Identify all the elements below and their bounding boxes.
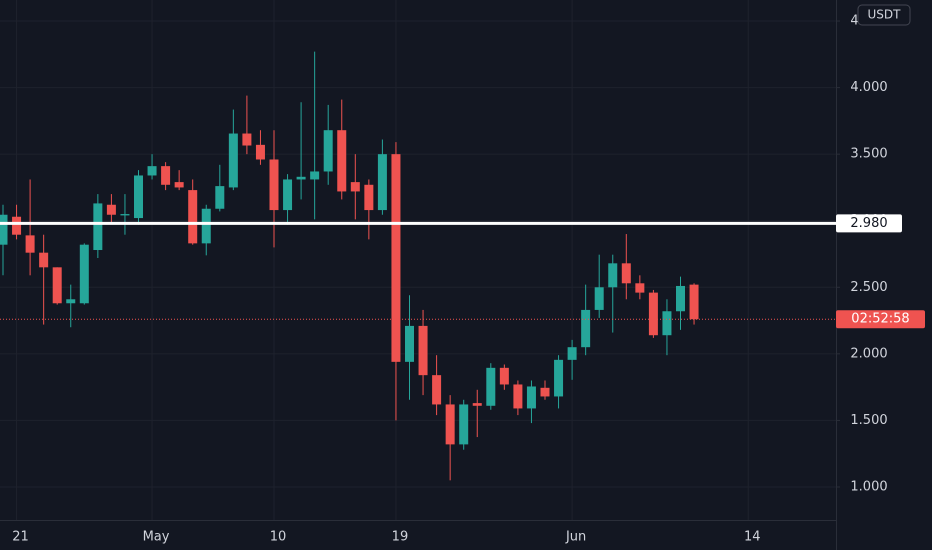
candle-body — [337, 130, 347, 192]
candle-body — [269, 159, 279, 211]
candle-body — [581, 309, 591, 348]
horizontal-line-badge — [836, 214, 902, 233]
candle-body — [25, 235, 35, 253]
x-tick-label: 10 — [270, 530, 287, 545]
candle-body — [134, 175, 143, 219]
candle-body — [486, 367, 496, 406]
candle-body — [93, 203, 103, 251]
candle-body — [608, 263, 618, 288]
candle-body — [472, 403, 482, 406]
candle-body — [377, 154, 387, 211]
candle-body — [0, 214, 8, 245]
candle-body — [296, 176, 306, 180]
currency-label: USDT — [868, 8, 902, 22]
y-tick-label: 2.500 — [850, 280, 887, 295]
candle-body — [310, 171, 320, 180]
y-tick-label: 1.000 — [850, 479, 887, 494]
candle-body — [147, 166, 157, 176]
candle-body — [594, 287, 604, 310]
candle-body — [66, 299, 76, 304]
candle-body — [445, 404, 455, 445]
candle-body — [540, 387, 550, 397]
candle-body — [405, 325, 414, 362]
candle-body — [323, 130, 333, 172]
candle-body — [106, 204, 116, 215]
horizontal-line-label: 2.980 — [850, 216, 887, 231]
price-line-label: 02:52:58 — [851, 312, 909, 327]
candle-body — [418, 325, 428, 376]
candle-body — [554, 359, 564, 397]
candle-body — [621, 263, 631, 284]
candle-body — [459, 404, 469, 445]
x-tick-label: May — [143, 530, 170, 545]
candle-body — [201, 208, 211, 244]
candle-body — [567, 347, 577, 360]
candle-body — [39, 252, 49, 268]
candle-body — [635, 283, 645, 293]
y-tick-label: 2.000 — [850, 346, 887, 361]
candle-body — [648, 292, 658, 336]
candle-body — [350, 182, 360, 192]
time-axis-bg — [0, 520, 836, 550]
currency-badge — [857, 4, 911, 26]
price-axis-bg — [836, 0, 932, 550]
price-line-badge — [836, 310, 925, 329]
x-tick-label: 19 — [392, 530, 409, 545]
candle-body — [255, 144, 265, 160]
y-tick-label: 4.000 — [850, 80, 887, 95]
candle-body — [161, 166, 171, 185]
candle-body — [52, 267, 62, 304]
candle-body — [499, 367, 509, 385]
candle-body — [174, 182, 184, 188]
candle-body — [188, 190, 198, 244]
candle-body — [12, 216, 22, 235]
candle-body — [526, 386, 536, 409]
candle-body — [364, 184, 374, 211]
candle-body — [676, 285, 685, 312]
candle-body — [662, 311, 672, 336]
y-tick-label: 1.500 — [850, 413, 887, 428]
candle-body — [79, 244, 89, 304]
y-tick-label: 3.500 — [850, 147, 887, 162]
candle-body — [689, 284, 699, 320]
candle-body — [215, 186, 225, 209]
x-tick-label: Jun — [565, 530, 586, 545]
candle-body — [513, 384, 523, 409]
x-tick-label: 14 — [744, 530, 761, 545]
candle-body — [228, 133, 238, 188]
candle-body — [391, 154, 401, 362]
candle-body — [120, 214, 130, 216]
candle-body — [432, 375, 442, 405]
x-tick-label: 21 — [12, 530, 29, 545]
candle-body — [242, 133, 252, 146]
candle-body — [283, 179, 293, 211]
